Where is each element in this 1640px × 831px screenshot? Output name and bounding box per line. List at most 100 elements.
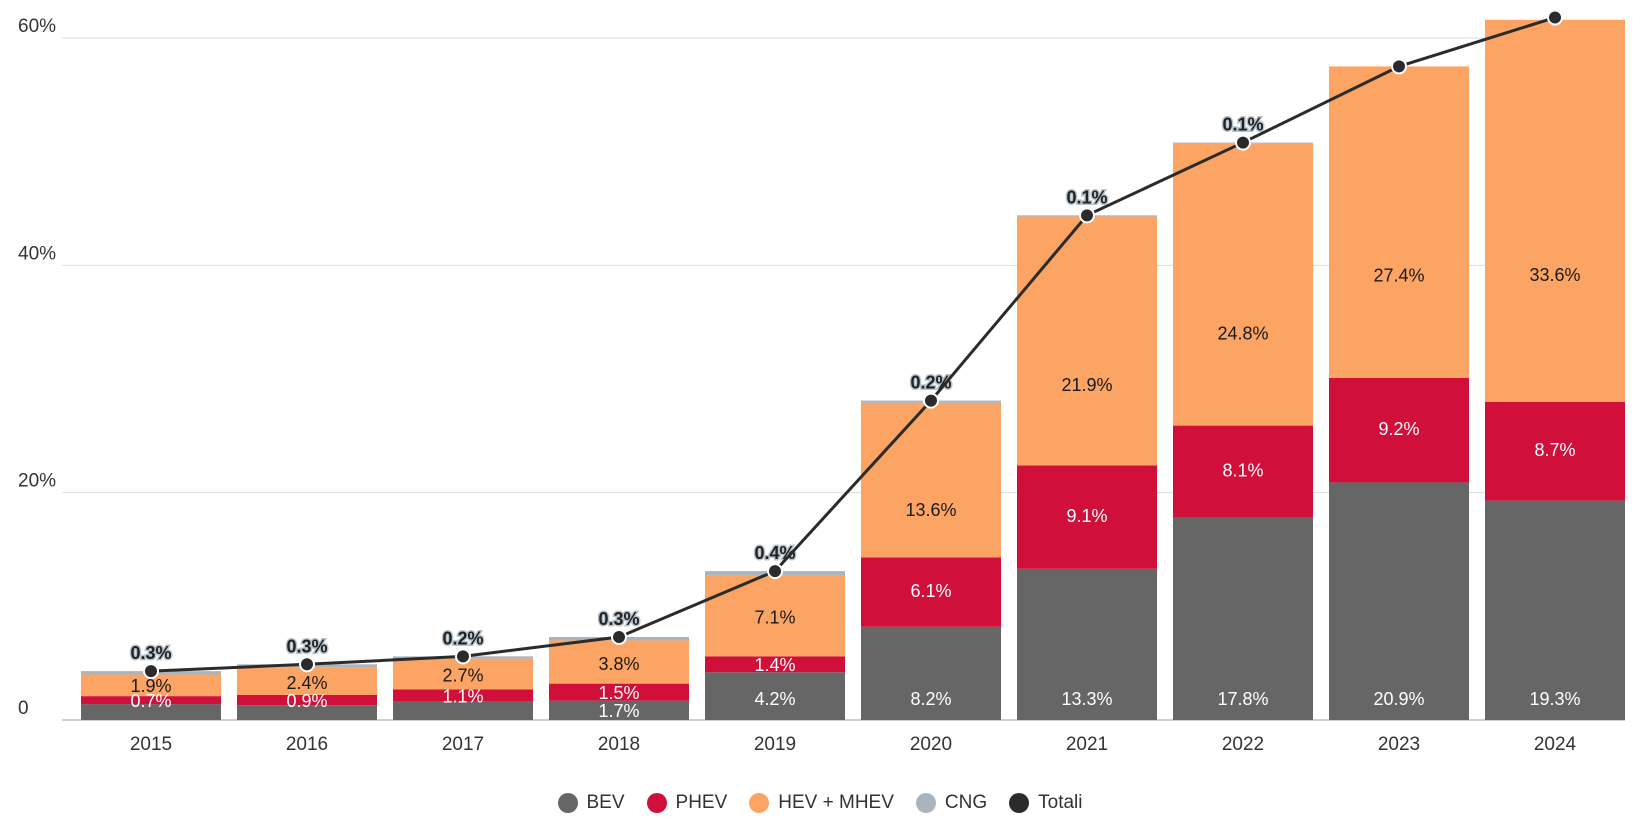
y-tick-label: 0 bbox=[18, 698, 29, 719]
legend-item-bev[interactable]: BEV bbox=[557, 792, 625, 814]
legend-item-cng[interactable]: CNG bbox=[915, 792, 988, 814]
segment-label-hev-mhev-2018: 3.8% bbox=[598, 654, 639, 674]
totali-point-2024[interactable] bbox=[1547, 9, 1563, 26]
legend-item-phev[interactable]: PHEV bbox=[646, 792, 728, 814]
chart-canvas: 020%40%60% 0.7%1.9%0.3%0.9%2.4%0.3%1.1%2… bbox=[18, 9, 1625, 755]
totali-point-2018[interactable] bbox=[611, 629, 627, 646]
x-tick-label: 2015 bbox=[130, 734, 172, 755]
segment-label-hev-mhev-2023: 27.4% bbox=[1373, 266, 1424, 286]
bar-phev-2018[interactable] bbox=[549, 683, 689, 701]
segment-label-hev-mhev-2016: 2.4% bbox=[286, 673, 327, 693]
bar-bev-2024[interactable] bbox=[1485, 500, 1625, 720]
segment-label-phev-2023: 9.2% bbox=[1378, 419, 1419, 439]
y-tick-label: 20% bbox=[18, 471, 56, 492]
bar-phev-2019[interactable] bbox=[705, 656, 845, 673]
segment-labels: 0.7%1.9% 0.3% 0.9%2.4% 0.3% 1.1%2.7% 0.2% 1.7%… bbox=[129, 113, 1581, 721]
segment-label-phev-2020: 6.1% bbox=[910, 581, 951, 601]
legend-label: BEV bbox=[586, 792, 625, 813]
bar-bev-2021[interactable] bbox=[1017, 568, 1157, 720]
totali-point-2023[interactable] bbox=[1391, 58, 1407, 75]
segment-label-hev-mhev-2017: 2.7% bbox=[442, 666, 483, 686]
bar-hev-mhev-2015[interactable] bbox=[81, 674, 221, 697]
segment-label-phev-2022: 8.1% bbox=[1222, 460, 1263, 480]
bar-hev-mhev-2023[interactable] bbox=[1329, 66, 1469, 378]
bar-phev-2015[interactable] bbox=[81, 696, 221, 705]
totali-line bbox=[150, 16, 1556, 673]
segment-label-hev-mhev-2024: 33.6% bbox=[1529, 265, 1580, 285]
cng-label-2021: 0.1% bbox=[1066, 187, 1107, 207]
segment-label-bev-2023: 20.9% bbox=[1373, 689, 1424, 709]
segment-label-bev-2024: 19.3% bbox=[1529, 689, 1580, 709]
totali-point-2022[interactable] bbox=[1235, 134, 1251, 151]
x-tick-label: 2017 bbox=[442, 734, 484, 755]
segment-label-hev-mhev-2020: 13.6% bbox=[905, 500, 956, 520]
y-tick-label: 40% bbox=[18, 243, 56, 264]
segment-label-phev-2024: 8.7% bbox=[1534, 440, 1575, 460]
segment-label-phev-2017: 1.1% bbox=[442, 686, 483, 706]
segment-label-bev-2021: 13.3% bbox=[1061, 689, 1112, 709]
legend-swatch bbox=[915, 793, 936, 813]
bar-bev-2017[interactable] bbox=[393, 701, 533, 720]
x-tick-label: 2023 bbox=[1378, 734, 1420, 755]
segment-label-phev-2019: 1.4% bbox=[754, 655, 795, 675]
segment-label-bev-2022: 17.8% bbox=[1217, 689, 1268, 709]
segment-label-phev-2016: 0.9% bbox=[286, 691, 327, 711]
bar-hev-mhev-2019[interactable] bbox=[705, 575, 845, 657]
bars bbox=[81, 19, 1625, 720]
bar-bev-2020[interactable] bbox=[861, 626, 1001, 720]
bar-bev-2018[interactable] bbox=[549, 700, 689, 720]
bar-phev-2024[interactable] bbox=[1485, 401, 1625, 501]
segment-label-phev-2015: 0.7% bbox=[130, 691, 171, 711]
bar-phev-2016[interactable] bbox=[237, 694, 377, 706]
bar-phev-2022[interactable] bbox=[1173, 425, 1313, 518]
totali-point-2017[interactable] bbox=[455, 648, 471, 665]
bar-hev-mhev-2021[interactable] bbox=[1017, 216, 1157, 466]
totali-point-2021[interactable] bbox=[1079, 207, 1095, 224]
legend-label: PHEV bbox=[675, 792, 728, 813]
cng-label-2017: 0.2% bbox=[442, 628, 483, 648]
totali-point-2019[interactable] bbox=[767, 563, 783, 580]
bar-phev-2020[interactable] bbox=[861, 557, 1001, 627]
bar-bev-2022[interactable] bbox=[1173, 517, 1313, 720]
bar-hev-mhev-2018[interactable] bbox=[549, 640, 689, 684]
bar-phev-2021[interactable] bbox=[1017, 465, 1157, 569]
segment-label-hev-mhev-2015: 1.9% bbox=[130, 676, 171, 696]
legend-swatch bbox=[1009, 793, 1030, 813]
bar-bev-2023[interactable] bbox=[1329, 482, 1469, 720]
x-tick-label: 2019 bbox=[754, 734, 796, 755]
legend-item-totali[interactable]: Totali bbox=[1009, 792, 1083, 814]
totali-point-2015[interactable] bbox=[143, 663, 159, 680]
bar-phev-2023[interactable] bbox=[1329, 377, 1469, 483]
legend-label: Totali bbox=[1038, 792, 1083, 813]
cng-label-2016: 0.3% bbox=[286, 636, 327, 656]
legend-label: CNG bbox=[944, 792, 988, 813]
segment-label-hev-mhev-2019: 7.1% bbox=[754, 608, 795, 628]
segment-label-bev-2018: 1.7% bbox=[598, 701, 639, 721]
cng-label-2015: 0.3% bbox=[130, 643, 171, 663]
x-tick-label: 2021 bbox=[1066, 734, 1108, 755]
totali-point-2016[interactable] bbox=[299, 656, 315, 673]
legend: BEV PHEV HEV + MHEV CNG Totali bbox=[0, 785, 1640, 821]
cng-label-2018: 0.3% bbox=[598, 609, 639, 629]
legend-label: HEV + MHEV bbox=[778, 792, 894, 813]
cng-label-2019: 0.4% bbox=[754, 543, 795, 563]
segment-label-bev-2019: 4.2% bbox=[754, 689, 795, 709]
totali-point-2020[interactable] bbox=[923, 392, 939, 409]
segment-label-hev-mhev-2021: 21.9% bbox=[1061, 375, 1112, 395]
segment-label-bev-2020: 8.2% bbox=[910, 689, 951, 709]
bar-bev-2016[interactable] bbox=[237, 705, 377, 720]
legend-item-hev-mhev[interactable]: HEV + MHEV bbox=[749, 792, 894, 814]
x-axis: 2015 2016 2017 2018 2019 2020 2021 2022 2023 2024 bbox=[130, 734, 1577, 755]
x-tick-label: 2018 bbox=[598, 734, 640, 755]
bar-bev-2019[interactable] bbox=[705, 672, 845, 720]
segment-label-phev-2021: 9.1% bbox=[1066, 506, 1107, 526]
bar-hev-mhev-2022[interactable] bbox=[1173, 143, 1313, 426]
legend-swatch bbox=[749, 793, 770, 813]
bar-hev-mhev-2024[interactable] bbox=[1485, 19, 1625, 402]
bar-hev-mhev-2020[interactable] bbox=[861, 402, 1001, 558]
bar-bev-2015[interactable] bbox=[81, 704, 221, 720]
bar-phev-2017[interactable] bbox=[393, 689, 533, 702]
segment-label-phev-2018: 1.5% bbox=[598, 683, 639, 703]
legend-swatch bbox=[646, 793, 667, 813]
